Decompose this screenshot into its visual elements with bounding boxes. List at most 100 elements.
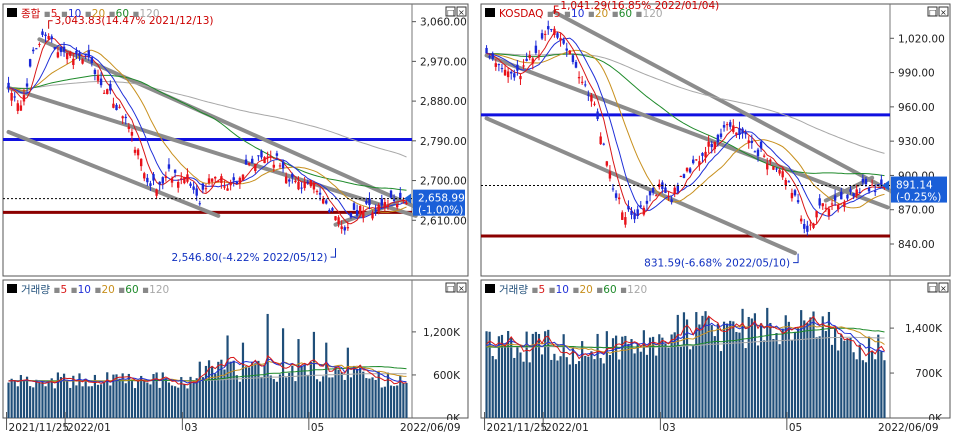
volume-bar xyxy=(334,366,337,418)
volume-bar xyxy=(846,338,849,418)
date-label: 2021/11/25 xyxy=(9,422,70,434)
price-tick-label: 2,790.00 xyxy=(420,136,467,148)
volume-bar xyxy=(56,372,59,418)
candle-body xyxy=(204,188,208,190)
volume-bar xyxy=(571,346,575,418)
candle-body xyxy=(676,185,679,192)
volume-window-restore-button[interactable] xyxy=(927,282,938,293)
candle-body xyxy=(62,46,66,52)
legend-ma-5: 5 xyxy=(554,8,561,20)
candle-body xyxy=(729,122,732,127)
candle-body xyxy=(633,212,636,220)
volume-bar xyxy=(66,380,69,418)
candle-body xyxy=(584,84,587,86)
candle-body xyxy=(303,182,306,189)
volume-bar xyxy=(217,361,220,418)
candle-body xyxy=(318,192,322,195)
last-date-label: 2022/06/09 xyxy=(878,422,939,434)
candle-body xyxy=(99,78,103,86)
candle-body xyxy=(648,191,652,196)
volume-window-close-button[interactable] xyxy=(938,282,949,293)
volume-bar xyxy=(315,379,319,418)
volume-bar xyxy=(843,340,846,418)
volume-bar xyxy=(396,385,399,418)
candle-body xyxy=(362,210,365,218)
window-close-button[interactable] xyxy=(938,6,949,17)
candle-body xyxy=(383,202,387,208)
candle-body xyxy=(386,205,390,207)
candle-body xyxy=(722,125,726,128)
candle-body xyxy=(167,164,171,169)
volume-ma20-line xyxy=(8,360,407,383)
volume-bar xyxy=(796,326,800,418)
candle-body xyxy=(136,149,140,156)
candle-body xyxy=(710,143,713,148)
legend-toggle-icon[interactable] xyxy=(485,8,495,17)
candle-body xyxy=(877,184,880,186)
candle-body xyxy=(738,128,741,135)
volume-bar xyxy=(544,331,547,418)
candle-body xyxy=(106,89,109,94)
candle-body xyxy=(402,200,405,202)
volume-bar xyxy=(405,382,408,418)
legend-ma-60: 60 xyxy=(619,8,632,20)
volume-bar xyxy=(365,378,368,418)
volume-bar xyxy=(750,318,753,418)
window-close-button[interactable] xyxy=(456,6,467,17)
candle-body xyxy=(281,161,285,169)
candle-body xyxy=(192,186,195,190)
volume-bar xyxy=(516,346,519,418)
candle-body xyxy=(843,201,846,207)
candle-body xyxy=(118,106,121,108)
current-price-change: (-1.00%) xyxy=(418,205,463,217)
candle-body xyxy=(827,208,831,216)
volume-window-close-button[interactable] xyxy=(456,282,467,293)
window-restore-glyph: □ xyxy=(929,8,937,17)
candle-body xyxy=(331,208,334,211)
candle-body xyxy=(349,213,353,218)
candle-body xyxy=(72,58,75,65)
volume-bar xyxy=(858,344,861,418)
volume-bar xyxy=(118,378,121,418)
volume-bar xyxy=(251,361,254,418)
candle-body xyxy=(806,225,809,232)
volume-bar xyxy=(389,385,393,418)
volume-bar xyxy=(371,377,374,418)
volume-bar xyxy=(547,329,550,418)
volume-bar xyxy=(540,354,544,418)
volume-bar xyxy=(685,319,689,418)
current-price-arrow xyxy=(882,180,889,191)
volume-bar xyxy=(19,375,22,418)
volume-legend-toggle-icon[interactable] xyxy=(7,284,17,293)
volume-bar xyxy=(525,331,528,418)
volume-bar xyxy=(337,369,340,418)
volume-legend-toggle-icon[interactable] xyxy=(485,284,495,293)
candle-body xyxy=(161,177,164,184)
candle-body xyxy=(556,33,559,38)
volume-bar xyxy=(297,339,300,418)
window-restore-button[interactable] xyxy=(445,6,456,17)
candle-body xyxy=(288,179,291,182)
volume-window-restore-button[interactable] xyxy=(445,282,456,293)
date-label: 05 xyxy=(789,422,802,434)
volume-bar xyxy=(303,364,306,418)
candle-body xyxy=(559,38,562,41)
candle-body xyxy=(149,183,152,186)
legend-ma-120: 120 xyxy=(139,8,159,20)
candle-body xyxy=(824,207,828,209)
volume-bar xyxy=(291,365,294,418)
ma20-line xyxy=(8,49,407,213)
legend-ma-120: 120 xyxy=(643,8,663,20)
candle-body xyxy=(210,178,214,182)
volume-bar xyxy=(99,384,103,418)
candle-body xyxy=(695,159,698,161)
ma120-line xyxy=(486,52,885,154)
date-label: 03 xyxy=(184,422,197,434)
volume-bar xyxy=(775,333,778,418)
volume-bar xyxy=(596,333,599,418)
volume-bar xyxy=(763,340,766,418)
volume-bar xyxy=(161,372,164,418)
legend-toggle-icon[interactable] xyxy=(7,8,17,17)
candle-body xyxy=(133,149,137,153)
window-restore-button[interactable] xyxy=(927,6,938,17)
